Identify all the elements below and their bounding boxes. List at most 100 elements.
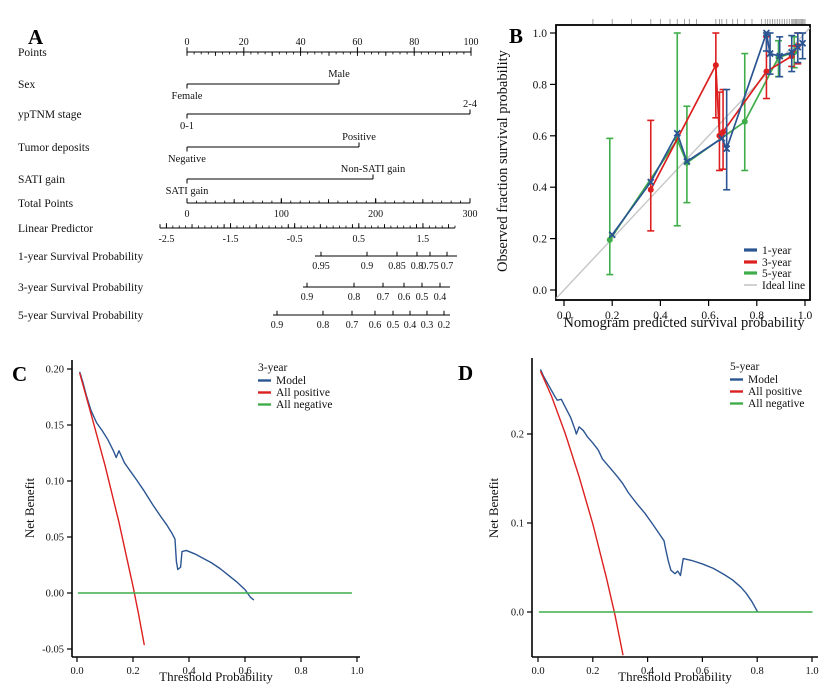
panel-c-x-axis-title: Threshold Probability bbox=[159, 669, 273, 684]
marker-3-year bbox=[763, 68, 770, 75]
axis-tick-label: 0.2 bbox=[438, 320, 451, 331]
marker-5-year bbox=[741, 118, 748, 125]
x-tick-label: 0.6 bbox=[696, 666, 709, 677]
category-label-low: SATI gain bbox=[166, 186, 210, 197]
marker-1-year bbox=[762, 29, 771, 37]
y-tick-label: 1.0 bbox=[533, 28, 548, 40]
panel-b-y-axis-title: Observed fraction survival probability bbox=[495, 49, 511, 272]
axis-tick-label: 40 bbox=[296, 37, 306, 48]
nomogram-row-label: Tumor deposits bbox=[18, 142, 90, 154]
y-tick-label: 0.1 bbox=[511, 519, 524, 530]
nomogram-row-label: Linear Predictor bbox=[18, 223, 93, 235]
y-tick-label: 0.10 bbox=[46, 477, 64, 488]
axis-tick-label: 300 bbox=[463, 209, 478, 220]
axis-tick-label: 0.9 bbox=[301, 292, 314, 303]
axis-tick-label: 0.4 bbox=[404, 320, 417, 331]
axis-tick-label: -2.5 bbox=[158, 234, 174, 245]
series-3-year-line bbox=[649, 44, 799, 191]
category-label-high: Non-SATI gain bbox=[341, 164, 406, 175]
axis-tick-label: 0.8 bbox=[411, 261, 424, 272]
y-tick-label: 0.0 bbox=[511, 608, 524, 619]
axis-tick-label: 100 bbox=[464, 37, 479, 48]
axis-tick-label: 0.7 bbox=[377, 292, 390, 303]
x-tick-label: 0.8 bbox=[751, 666, 764, 677]
nomogram-row-label: 3-year Survival Probability bbox=[18, 282, 143, 294]
x-tick-label: 0.2 bbox=[586, 666, 599, 677]
marker-1-year bbox=[683, 157, 691, 166]
axis-tick-label: 0.8 bbox=[348, 292, 361, 303]
marker-1-year bbox=[788, 48, 796, 56]
nomogram-row-label: 5-year Survival Probability bbox=[18, 310, 143, 322]
panel-b-calibration-plot: 0.0 0.2 0.4 0.6 0.8 1.0 0.0 0.2 0.4 0.6 0.8 1.0 1-ye… bbox=[533, 19, 812, 322]
panel-b-letter: B bbox=[509, 24, 523, 48]
panel-c-y-axis-title: Net Benefit bbox=[22, 477, 37, 538]
legend-item-label: Ideal line bbox=[762, 280, 805, 292]
panel-a-letter: A bbox=[28, 25, 44, 49]
axis-tick-label: 0 bbox=[185, 37, 190, 48]
legend-item-label: 1-year bbox=[762, 245, 792, 257]
category-label-low: Female bbox=[172, 91, 203, 102]
x-tick-label: 0.0 bbox=[557, 310, 572, 322]
legend-title: 3-year bbox=[258, 362, 288, 374]
marker-1-year bbox=[798, 39, 807, 47]
axis-tick-label: 0.4 bbox=[434, 292, 447, 303]
marker-5-year bbox=[606, 236, 613, 243]
y-tick-label: -0.05 bbox=[42, 645, 64, 656]
legend-item-label: All negative bbox=[276, 399, 333, 411]
marker-1-year bbox=[608, 231, 616, 239]
y-tick-label: 0.2 bbox=[511, 430, 524, 441]
marker-1-year bbox=[766, 49, 774, 58]
y-tick-label: 0.0 bbox=[533, 285, 548, 297]
nomogram-row-label: Points bbox=[18, 47, 47, 59]
x-tick-label: 0.2 bbox=[126, 666, 139, 677]
axis-tick-label: 0.6 bbox=[369, 320, 382, 331]
nomogram-row-label: SATI gain bbox=[18, 174, 65, 186]
legend-item-label: All positive bbox=[748, 386, 802, 398]
axis-tick-label: 1.5 bbox=[417, 234, 430, 245]
nomogram-row-label: Sex bbox=[18, 79, 36, 91]
axis-tick-label: 0.95 bbox=[312, 261, 330, 272]
nomogram-row-label: Total Points bbox=[18, 198, 74, 210]
series-Model-line bbox=[79, 371, 255, 601]
marker-1-year bbox=[723, 145, 731, 153]
series-1-year-line bbox=[611, 32, 804, 236]
category-label-high: 2-4 bbox=[463, 99, 478, 110]
x-tick-label: 0.2 bbox=[605, 310, 620, 322]
y-tick-label: 0.00 bbox=[46, 589, 64, 600]
x-tick-label: 0.8 bbox=[294, 666, 307, 677]
legend-item-label: Model bbox=[748, 374, 778, 386]
x-tick-label: 1.0 bbox=[350, 666, 363, 677]
y-tick-label: 0.20 bbox=[46, 365, 64, 376]
axis-tick-label: 0.8 bbox=[317, 320, 330, 331]
marker-3-year bbox=[647, 186, 654, 193]
legend-title: 5-year bbox=[730, 361, 760, 373]
category-label-high: Male bbox=[328, 69, 350, 80]
x-tick-label: 0.4 bbox=[182, 666, 196, 677]
series-Model-line bbox=[540, 369, 758, 612]
axis-tick-label: 0.9 bbox=[271, 320, 284, 331]
marker-3-year bbox=[712, 62, 719, 69]
axis-tick-label: 60 bbox=[352, 37, 362, 48]
panel-b-x-axis-title: Nomogram predicted survival probability bbox=[563, 315, 805, 331]
x-tick-label: 0.0 bbox=[70, 666, 83, 677]
panel-d-decision-curve-5yr: 0.0 0.2 0.4 0.6 0.8 1.00.00.10.25-yearModelAl… bbox=[511, 358, 819, 677]
category-label-low: 0-1 bbox=[180, 121, 194, 132]
category-label-high: Positive bbox=[342, 132, 376, 143]
axis-tick-label: 200 bbox=[368, 209, 383, 220]
marker-1-year bbox=[776, 52, 784, 60]
marker-1-year bbox=[673, 129, 681, 137]
panel-d-x-axis-title: Threshold Probability bbox=[618, 669, 732, 684]
axis-tick-label: 0.7 bbox=[441, 261, 454, 272]
x-tick-label: 0.4 bbox=[653, 310, 668, 322]
series-All-positive-line bbox=[540, 371, 624, 656]
x-tick-label: 0.8 bbox=[750, 310, 765, 322]
legend-item-label: 3-year bbox=[762, 257, 792, 269]
plot-border bbox=[555, 24, 811, 301]
axis-tick-label: 20 bbox=[239, 37, 249, 48]
axis-tick-label: 0.6 bbox=[398, 292, 411, 303]
panel-d-letter: D bbox=[458, 361, 473, 385]
panel-c-letter: C bbox=[12, 362, 27, 386]
axis-tick-label: 80 bbox=[409, 37, 419, 48]
